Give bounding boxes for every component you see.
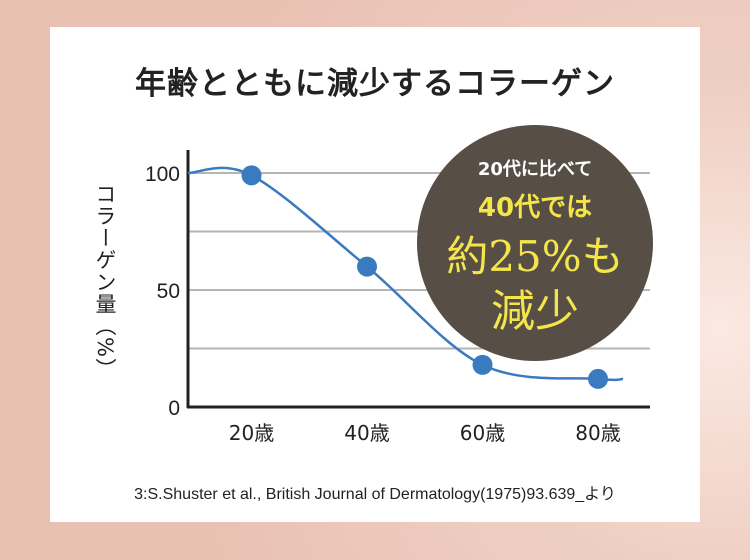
badge-line-4: 減少 <box>491 286 579 337</box>
source-note: 3:S.Shuster et al., British Journal of D… <box>134 486 616 503</box>
x-tick-label: 20歳 <box>229 421 274 445</box>
data-point <box>357 256 378 277</box>
x-tick-label: 80歳 <box>575 421 620 445</box>
y-axis-label: コラーゲン量（%） <box>93 183 117 380</box>
y-tick-label: 100 <box>145 163 180 186</box>
callout-badge: 20代に比べて 40代では 約25%も 減少 <box>417 125 653 361</box>
data-point <box>241 165 262 186</box>
chart-title: 年齢とともに減少するコラーゲン <box>135 66 615 102</box>
y-tick-label: 0 <box>168 397 180 420</box>
x-tick-label: 40歳 <box>344 421 389 445</box>
y-tick-label: 50 <box>157 280 180 303</box>
badge-line-2: 40代では <box>477 193 593 223</box>
data-point <box>472 354 493 375</box>
data-point <box>588 368 609 389</box>
badge-line-3: 約25%も <box>446 232 624 281</box>
badge-line-1: 20代に比べて <box>477 159 593 180</box>
x-tick-label: 60歳 <box>460 421 505 445</box>
